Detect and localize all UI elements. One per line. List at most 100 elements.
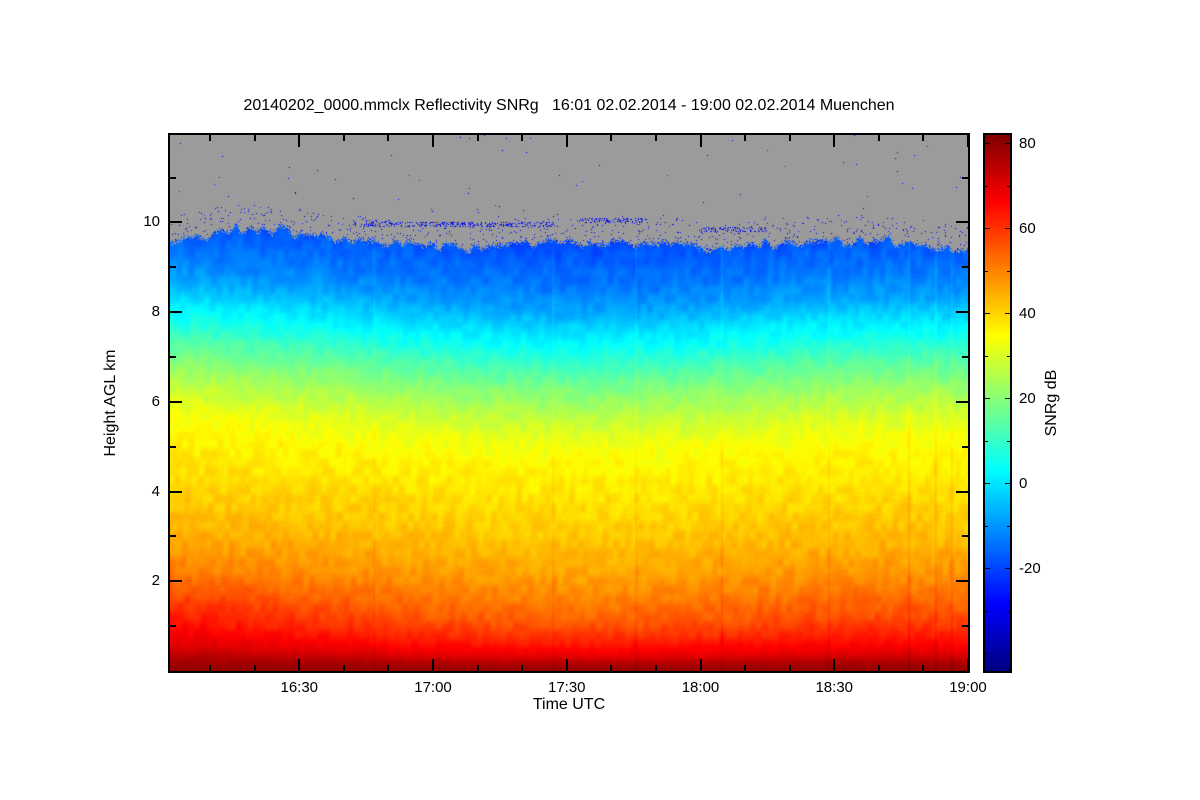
axis-tick: [477, 665, 479, 671]
axis-tick: [1005, 228, 1010, 230]
axis-tick: [1007, 610, 1010, 612]
colorbar-tick-label: 40: [1019, 304, 1036, 322]
colorbar-tick-label: -20: [1019, 559, 1041, 577]
axis-tick: [387, 135, 389, 141]
axis-tick: [789, 135, 791, 141]
axis-tick: [699, 659, 702, 671]
axis-tick: [1007, 440, 1010, 442]
axis-tick: [521, 665, 523, 671]
axis-tick: [254, 665, 256, 671]
axis-tick: [1005, 398, 1010, 400]
axis-tick: [922, 665, 924, 671]
axis-tick: [565, 659, 568, 671]
axis-tick: [655, 665, 657, 671]
axis-tick: [209, 665, 211, 671]
axis-tick: [967, 135, 969, 147]
x-tick-label: 17:30: [547, 679, 586, 696]
y-tick-label: 2: [151, 572, 160, 590]
colorbar-tick-label: 0: [1019, 474, 1028, 492]
x-tick-label: 17:00: [414, 679, 452, 696]
axis-tick: [1005, 313, 1010, 315]
axis-tick: [1007, 270, 1010, 272]
axis-tick: [170, 625, 176, 628]
axis-tick: [298, 135, 301, 147]
axis-tick: [699, 135, 702, 147]
axis-tick: [962, 176, 968, 179]
axis-tick: [343, 135, 345, 141]
axis-tick: [1007, 185, 1010, 187]
axis-tick: [967, 659, 969, 671]
axis-tick: [789, 665, 791, 671]
axis-tick: [1005, 568, 1010, 570]
y-tick-label: 6: [151, 392, 160, 410]
axis-tick: [962, 356, 968, 359]
axis-tick: [1007, 653, 1010, 655]
axis-tick: [170, 311, 182, 314]
colorbar-tick-label: 60: [1019, 219, 1036, 237]
axis-tick: [209, 135, 211, 141]
axis-tick: [655, 135, 657, 141]
axis-tick: [962, 445, 968, 448]
axis-tick: [985, 483, 990, 485]
axis-tick: [477, 135, 479, 141]
axis-tick: [833, 659, 836, 671]
axis-tick: [878, 665, 880, 671]
chart-title: 20140202_0000.mmclx Reflectivity SNRg 16…: [243, 97, 895, 114]
colorbar-gradient-canvas: [985, 135, 1010, 671]
y-tick-label: 10: [143, 213, 160, 231]
axis-tick: [962, 266, 968, 269]
axis-tick: [985, 143, 990, 144]
axis-tick: [1005, 483, 1010, 485]
axis-tick: [170, 535, 176, 538]
axis-tick: [610, 665, 612, 671]
colorbar: [983, 133, 1012, 673]
axis-tick: [985, 313, 990, 315]
axis-tick: [956, 490, 968, 493]
axis-tick: [432, 659, 435, 671]
axis-tick: [985, 398, 990, 400]
axis-tick: [170, 176, 176, 179]
x-tick-label: 19:00: [949, 679, 987, 696]
x-tick-label: 16:30: [280, 679, 319, 696]
axis-tick: [985, 525, 988, 527]
axis-tick: [985, 185, 988, 187]
axis-tick: [170, 266, 176, 269]
x-axis-label: Time UTC: [532, 696, 606, 713]
axis-tick: [1005, 143, 1010, 144]
colorbar-tick-label: 80: [1019, 134, 1036, 152]
axis-tick: [170, 490, 182, 493]
x-tick-label: 18:00: [681, 679, 720, 696]
y-tick-label: 8: [151, 303, 160, 321]
axis-tick: [985, 270, 988, 272]
axis-tick: [956, 580, 968, 583]
axis-tick: [170, 400, 182, 403]
axis-tick: [521, 135, 523, 141]
axis-tick: [985, 568, 990, 570]
axis-tick: [956, 311, 968, 314]
axis-tick: [432, 135, 435, 147]
axis-tick: [387, 665, 389, 671]
axis-tick: [744, 135, 746, 141]
axis-tick: [878, 135, 880, 141]
axis-tick: [170, 445, 176, 448]
axis-tick: [170, 356, 176, 359]
reflectivity-heatmap-canvas: [170, 135, 968, 671]
axis-tick: [343, 665, 345, 671]
axis-tick: [956, 400, 968, 403]
colorbar-label: SNRg dB: [1043, 369, 1060, 437]
axis-tick: [962, 535, 968, 538]
x-tick-label: 18:30: [815, 679, 854, 696]
y-tick-label: 4: [151, 482, 160, 500]
axis-tick: [985, 653, 988, 655]
axis-tick: [610, 135, 612, 141]
axis-tick: [985, 610, 988, 612]
plot-area: [168, 133, 970, 673]
axis-tick: [833, 135, 836, 147]
axis-tick: [170, 221, 182, 224]
axis-tick: [1007, 525, 1010, 527]
axis-tick: [922, 135, 924, 141]
axis-tick: [985, 440, 988, 442]
axis-tick: [985, 228, 990, 230]
axis-tick: [170, 580, 182, 583]
